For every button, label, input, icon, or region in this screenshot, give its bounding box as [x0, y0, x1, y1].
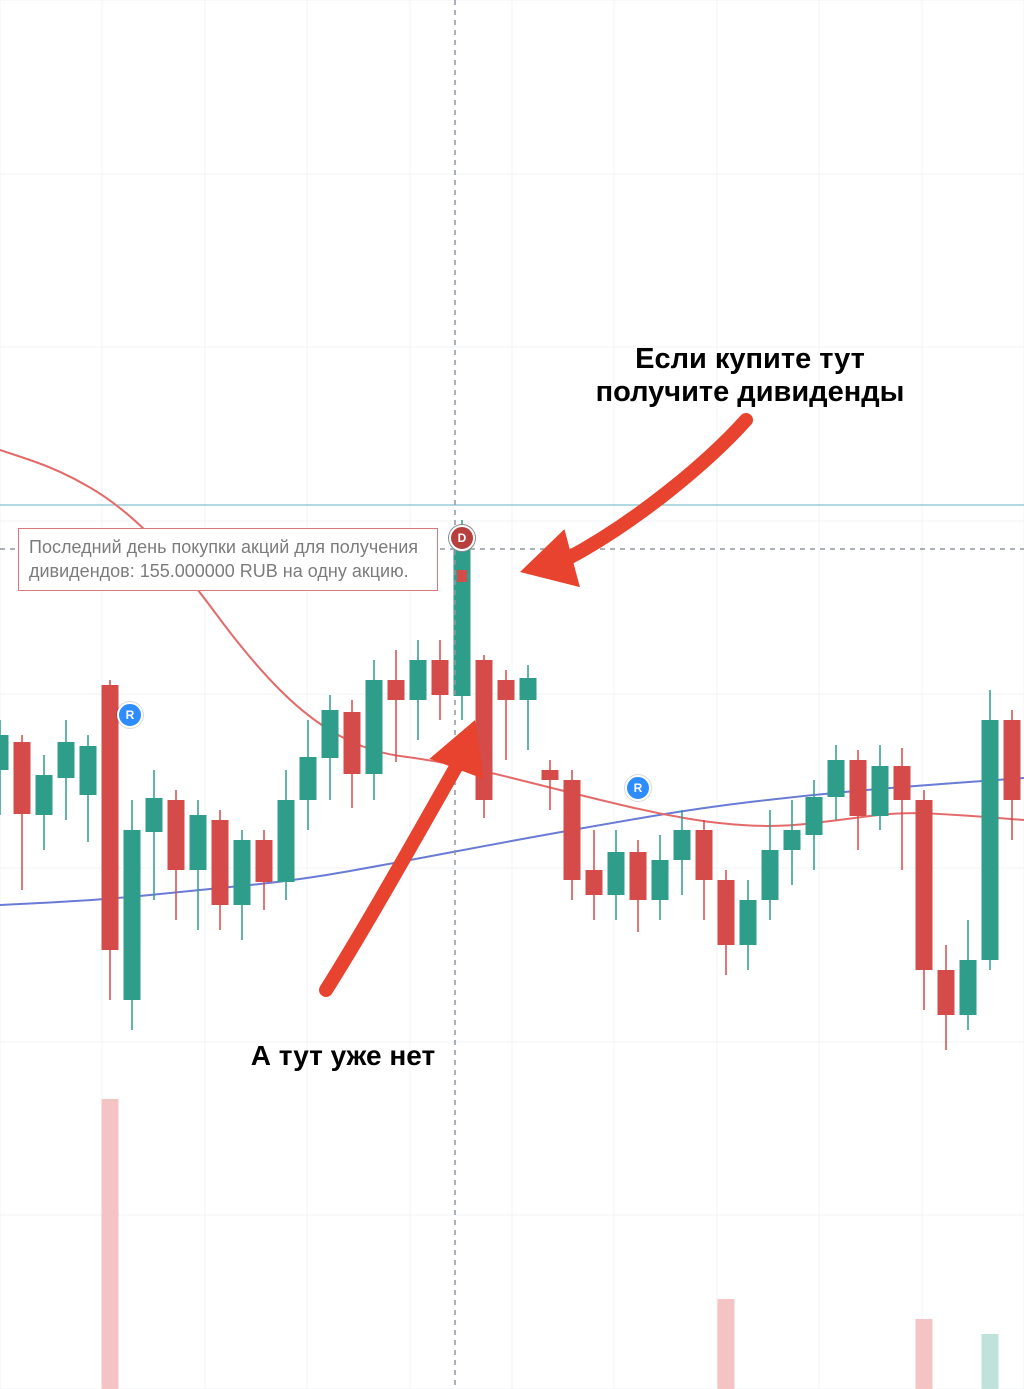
candles	[0, 0, 1024, 1389]
annotation-arrows	[0, 0, 1024, 1389]
r-marker-icon[interactable]: R	[625, 775, 651, 801]
crosshair	[0, 0, 1024, 1389]
annotation-buy-here: Если купите тутполучите дивиденды	[540, 343, 960, 409]
dividend-tooltip[interactable]: Последний день покупки акций для получен…	[18, 528, 438, 591]
dividend-tooltip-text: Последний день покупки акций для получен…	[29, 537, 418, 581]
moving-average-lines	[0, 0, 1024, 1389]
chart-grid	[0, 0, 1024, 1389]
candlestick-chart[interactable]: Последний день покупки акций для получен…	[0, 0, 1024, 1389]
volume-bars	[0, 0, 1024, 1389]
r-marker-icon[interactable]: R	[117, 702, 143, 728]
dividend-marker-icon[interactable]: D	[449, 525, 475, 551]
annotation-not-here: А тут уже нет	[203, 1040, 483, 1072]
